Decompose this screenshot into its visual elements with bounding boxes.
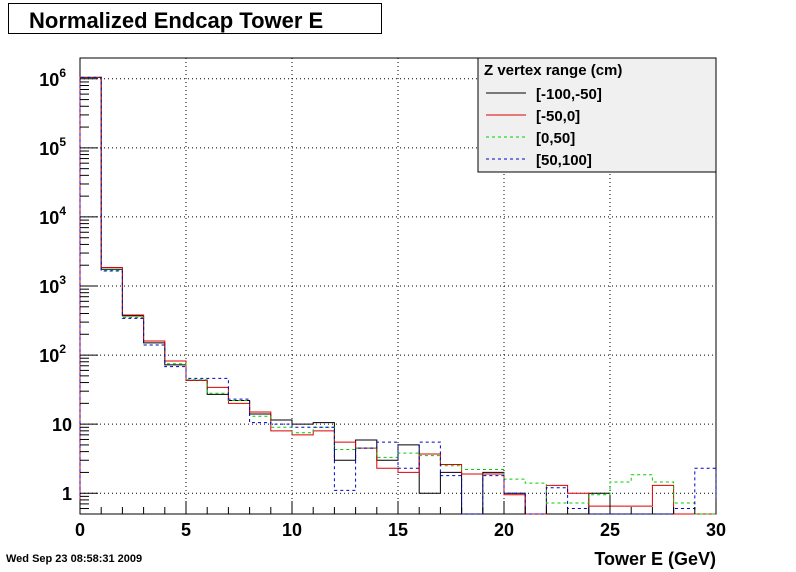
x-tick-label: 25 — [600, 520, 620, 540]
legend: Z vertex range (cm) [-100,-50] [-50,0] [0,5… — [477, 57, 717, 173]
legend-title: Z vertex range (cm) — [484, 62, 622, 79]
x-tick-label: 5 — [181, 520, 191, 540]
y-tick-label: 10 — [52, 415, 72, 435]
y-tick-label: 1 — [62, 484, 72, 504]
x-axis-label: Tower E (GeV) — [594, 549, 716, 569]
legend-label: [50,100] — [536, 152, 592, 169]
title-box: Normalized Endcap Tower E — [8, 3, 382, 34]
x-tick-label: 15 — [388, 520, 408, 540]
x-tick-label: 10 — [282, 520, 302, 540]
legend-label: [-50,0] — [536, 108, 580, 125]
y-tick-label: 103 — [39, 273, 66, 297]
legend-label: [0,50] — [536, 130, 575, 147]
timestamp: Wed Sep 23 08:58:31 2009 — [6, 553, 143, 565]
y-tick-label: 104 — [39, 204, 66, 228]
x-tick-label: 30 — [706, 520, 726, 540]
y-tick-label: 106 — [39, 66, 66, 90]
chart-title: Normalized Endcap Tower E — [29, 8, 324, 33]
axes: 0 5 10 15 20 25 30 1 10 102 103 104 105 106 Tower E (G… — [39, 57, 726, 569]
legend-label: [-100,-50] — [536, 86, 602, 103]
x-tick-label: 0 — [75, 520, 85, 540]
x-tick-label: 20 — [494, 520, 514, 540]
y-tick-label: 105 — [39, 135, 66, 159]
y-tick-label: 102 — [39, 342, 66, 366]
